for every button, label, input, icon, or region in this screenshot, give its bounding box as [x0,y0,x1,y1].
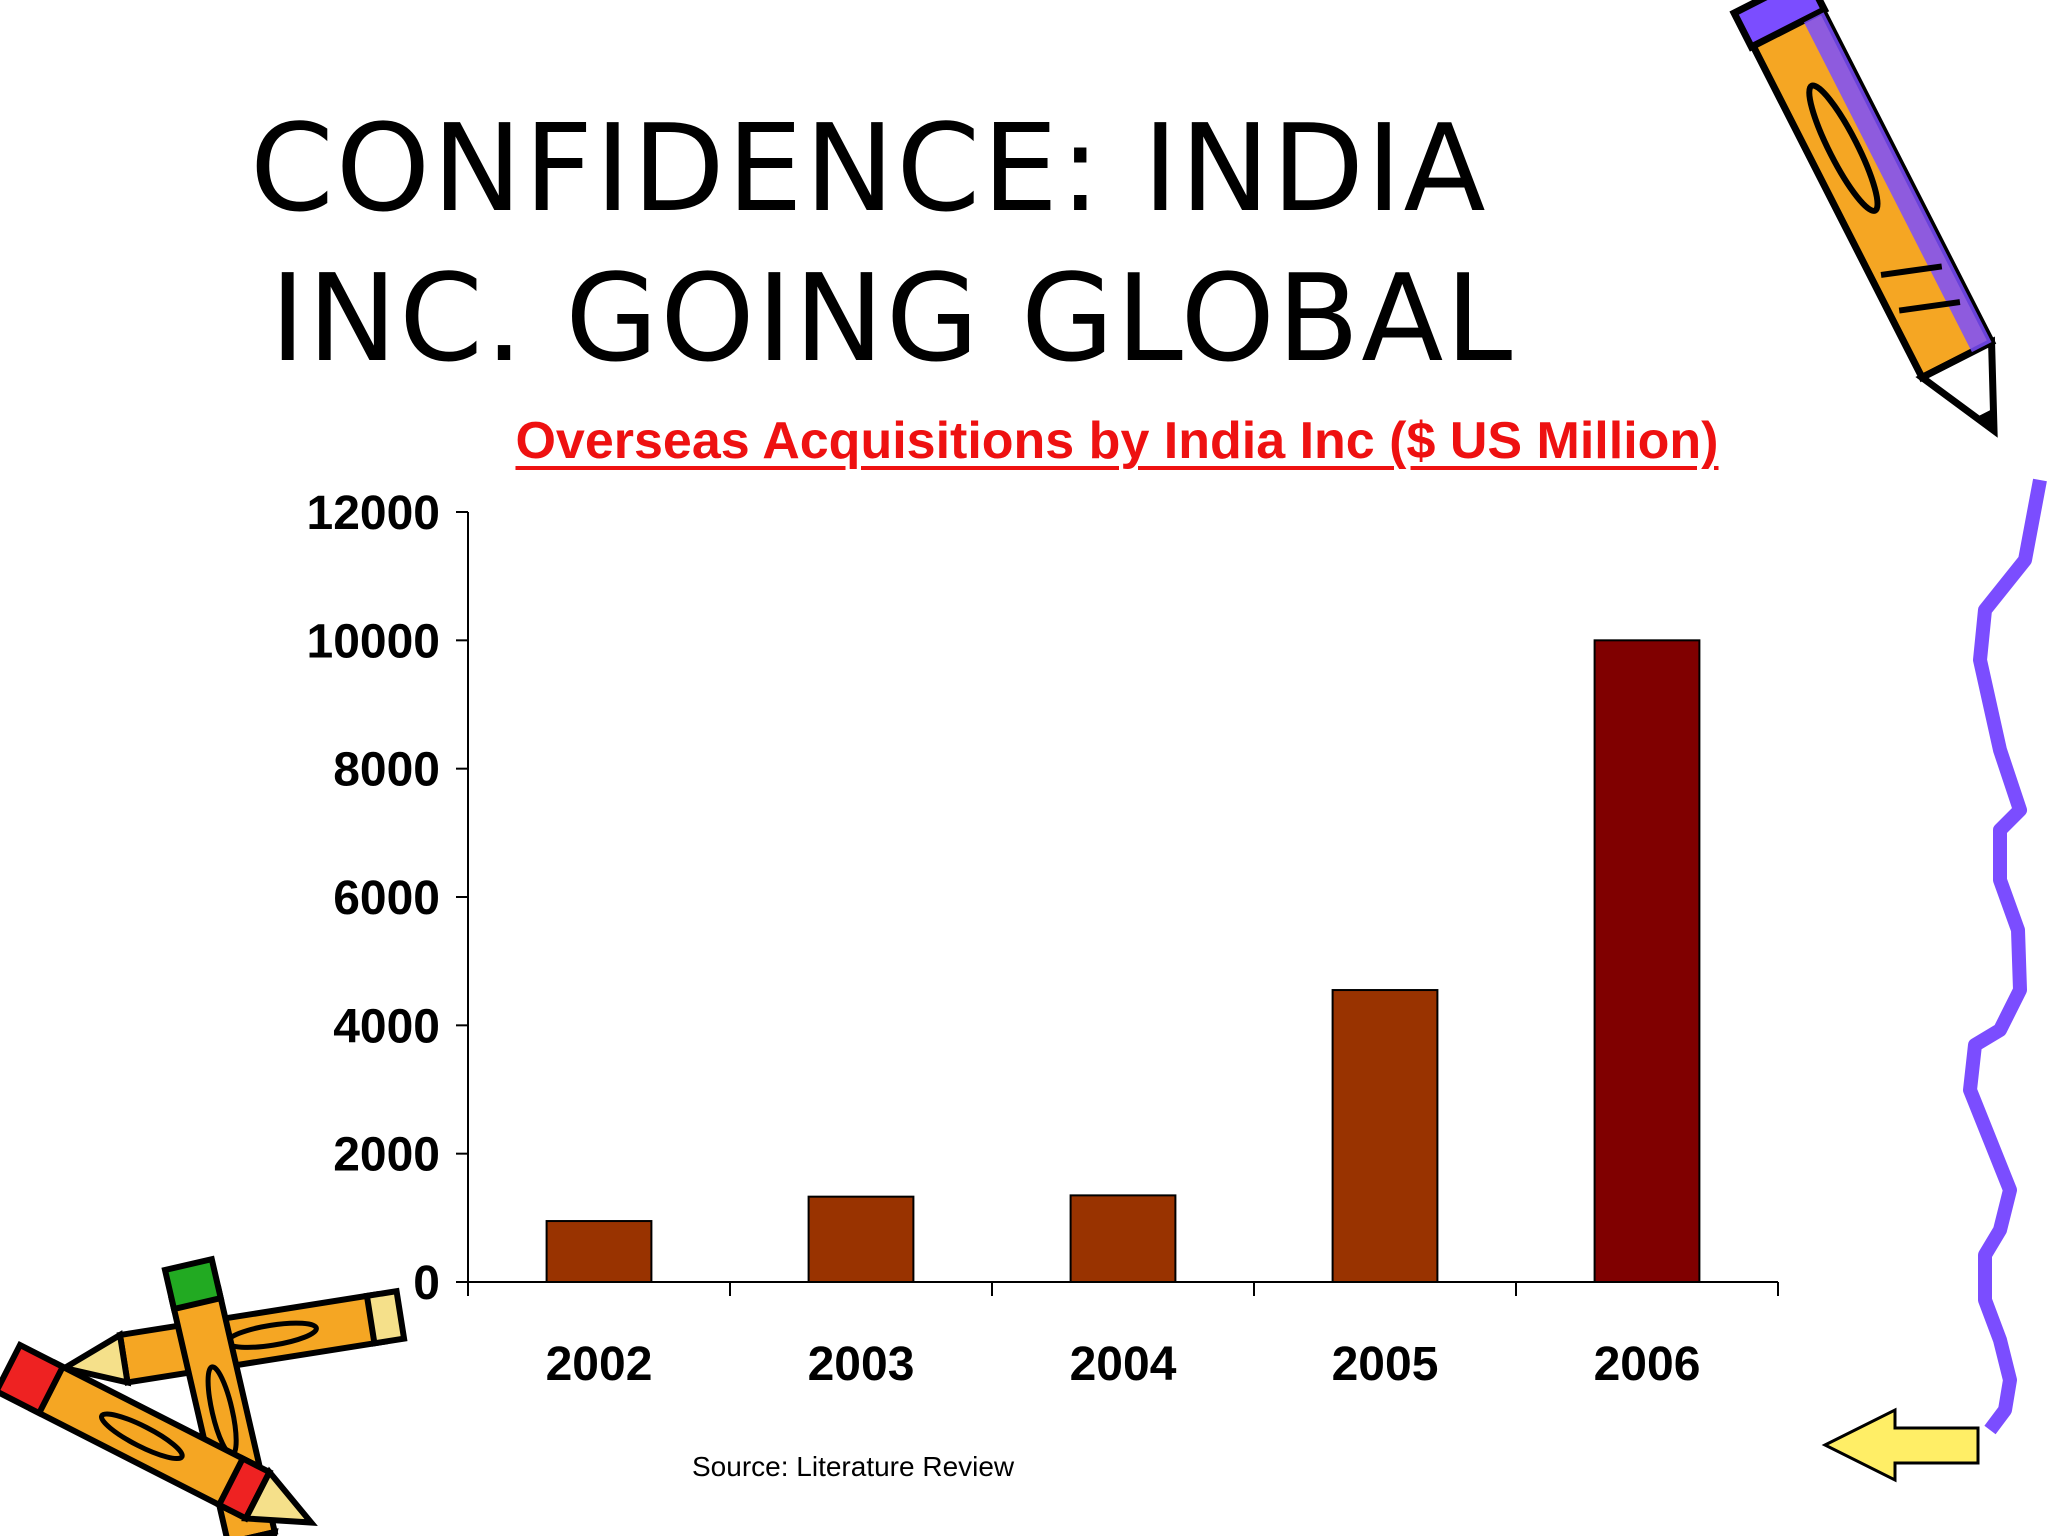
slide-title: CONFIDENCE: INDIA INC. GOING GLOBAL [250,95,1700,395]
x-tick-label: 2006 [1594,1338,1701,1391]
x-tick-label: 2004 [1070,1338,1177,1391]
chart-title: Overseas Acquisitions by India Inc ($ US… [515,412,1719,470]
source-note: Source: Literature Review [692,1451,1015,1482]
y-tick-label: 0 [413,1257,440,1310]
y-tick-label: 6000 [333,872,440,925]
y-tick-label: 2000 [333,1129,440,1182]
bar-2003 [807,1195,915,1283]
bar-2004 [1069,1194,1177,1283]
x-tick-label: 2002 [546,1338,653,1391]
y-tick-label: 4000 [333,1000,440,1053]
bar-2005 [1331,989,1439,1284]
x-tick-label: 2005 [1332,1338,1439,1391]
y-tick-label: 8000 [333,744,440,797]
y-tick-label: 10000 [307,615,440,668]
slide-title-line-1: CONFIDENCE: INDIA [250,100,1488,239]
y-tick-label: 12000 [307,487,440,540]
bar-2002 [545,1220,653,1283]
x-tick-label: 2003 [808,1338,915,1391]
bar-2006 [1593,639,1701,1283]
slide-title-line-2: INC. GOING GLOBAL [270,250,1515,389]
